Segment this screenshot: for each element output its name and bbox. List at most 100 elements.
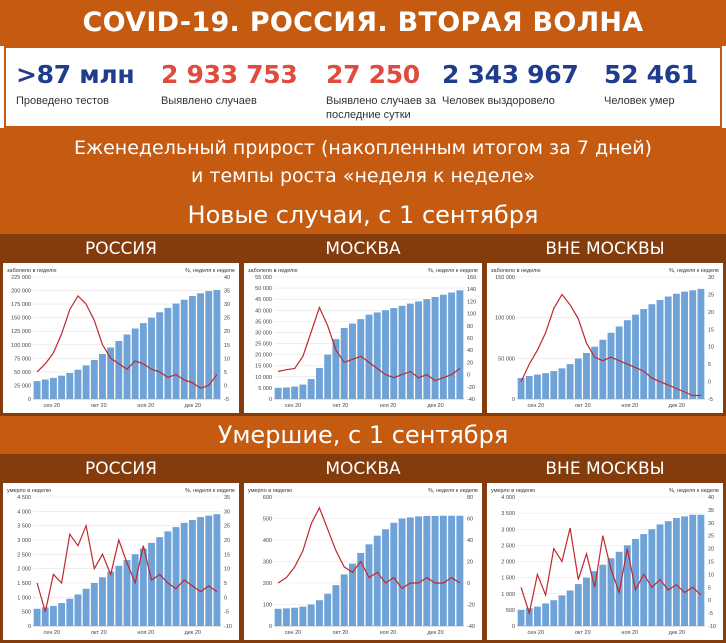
y-tick-label-left: 3 500	[17, 524, 31, 530]
right-axis-label: %, неделя к неделе	[185, 488, 235, 494]
y-tick-label-right: 160	[467, 275, 476, 281]
y-tick-label-left: 100 000	[495, 316, 515, 322]
bar	[66, 372, 74, 399]
bar	[197, 517, 204, 626]
bar	[632, 314, 639, 399]
right-axis-label: %, неделя к неделе	[185, 268, 235, 274]
x-tick-label: дек 20	[185, 403, 201, 409]
y-tick-label-left: 4 000	[17, 509, 31, 515]
y-tick-label-right: 60	[467, 336, 473, 342]
bar	[431, 515, 439, 626]
page-title: COVID-19. РОССИЯ. ВТОРАЯ ВОЛНА	[0, 0, 726, 46]
y-tick-label-left: 2 000	[501, 560, 515, 566]
stat-deaths-label: Человек умер	[604, 95, 675, 107]
bar	[90, 583, 98, 626]
bar	[406, 303, 414, 399]
bar	[648, 529, 656, 626]
bar	[357, 319, 365, 399]
bar	[398, 518, 406, 626]
chart-deaths-outside: умерло в неделю %, неделя к неделе 0 500 1 0…	[487, 483, 723, 640]
stat-daily-label: Выявлено случаев за последние сутки	[326, 95, 437, 121]
y-tick-label-right: 20	[467, 360, 473, 366]
y-tick-label-right: 100	[467, 312, 476, 318]
x-tick-label: дек 20	[427, 403, 443, 409]
y-tick-label-left: 1 500	[17, 581, 31, 587]
y-tick-label-right: 60	[467, 517, 473, 523]
bar	[431, 296, 439, 399]
bar	[282, 608, 290, 626]
y-tick-label-right: 20	[708, 547, 714, 553]
bar	[648, 304, 656, 399]
bar	[640, 534, 648, 626]
bar	[307, 604, 315, 626]
y-tick-label-right: 25	[224, 524, 230, 530]
bar	[640, 309, 648, 399]
y-tick-label-left: 2 500	[501, 543, 515, 549]
bar	[213, 514, 221, 626]
bar	[340, 574, 348, 626]
y-tick-label-left: 500	[22, 610, 31, 616]
y-tick-label-right: 30	[224, 509, 230, 515]
bar	[390, 308, 398, 399]
bar	[517, 378, 525, 399]
bar	[689, 514, 697, 626]
stat-recovered-value: 2 343 967	[442, 60, 579, 89]
y-tick-label-right: -40	[467, 397, 475, 403]
panel-title-deaths-moscow: МОСКВА	[244, 456, 482, 482]
right-axis-label: %, неделя к неделе	[669, 268, 719, 274]
y-tick-label-left: 125 000	[11, 329, 31, 335]
y-tick-label-left: 15 000	[255, 364, 272, 370]
bar	[50, 605, 57, 626]
x-tick-label: дек 20	[669, 630, 685, 636]
bar	[148, 542, 155, 626]
y-tick-label-right: 10	[224, 356, 230, 362]
y-tick-label-right: 10	[708, 572, 714, 578]
bar	[332, 585, 340, 626]
y-tick-label-left: 3 000	[17, 538, 31, 544]
growth-line	[36, 295, 218, 389]
left-axis-label: заболело в неделю	[7, 268, 56, 274]
y-tick-label-right: 25	[708, 292, 714, 298]
bar	[599, 339, 607, 399]
y-tick-label-right: 0	[467, 373, 470, 379]
stat-tests-label: Проведено тестов	[16, 95, 109, 107]
y-tick-label-left: 2 500	[17, 552, 31, 558]
y-tick-label-left: 400	[263, 538, 272, 544]
bar	[82, 588, 90, 626]
x-tick-label: ноя 20	[621, 630, 638, 636]
right-axis-label: %, неделя к неделе	[669, 488, 719, 494]
left-axis-label: заболело в неделю	[248, 268, 297, 274]
y-tick-label-right: 20	[708, 310, 714, 316]
bar	[123, 560, 131, 626]
bar	[558, 368, 566, 399]
bar	[439, 294, 447, 399]
bar	[615, 326, 623, 399]
bar	[365, 314, 373, 399]
bar	[681, 516, 688, 626]
y-tick-label-left: 200 000	[11, 289, 31, 295]
y-tick-label-left: 0	[512, 624, 515, 630]
y-tick-label-left: 4 500	[17, 495, 31, 501]
bar	[33, 608, 41, 626]
bar	[382, 310, 389, 399]
y-tick-label-right: -5	[708, 397, 713, 403]
y-tick-label-left: 3 000	[501, 527, 515, 533]
bar	[180, 522, 188, 626]
bar	[299, 384, 307, 399]
right-axis-label: %, неделя к неделе	[428, 488, 478, 494]
bar	[50, 377, 57, 399]
y-tick-label-right: 35	[708, 508, 714, 514]
y-tick-label-left: 175 000	[11, 302, 31, 308]
left-axis-label: умерло в неделю	[7, 488, 51, 494]
bar	[672, 517, 680, 626]
y-tick-label-right: 10	[224, 567, 230, 573]
bar	[156, 537, 164, 626]
stat-recovered: 2 343 967 Человек выздоровело	[442, 60, 579, 108]
bar	[324, 593, 332, 626]
y-tick-label-right: -5	[224, 397, 229, 403]
bar	[542, 373, 550, 399]
y-tick-label-left: 300	[263, 560, 272, 566]
growth-line	[36, 523, 218, 612]
y-tick-label-left: 50 000	[14, 370, 31, 376]
bar	[591, 571, 599, 626]
